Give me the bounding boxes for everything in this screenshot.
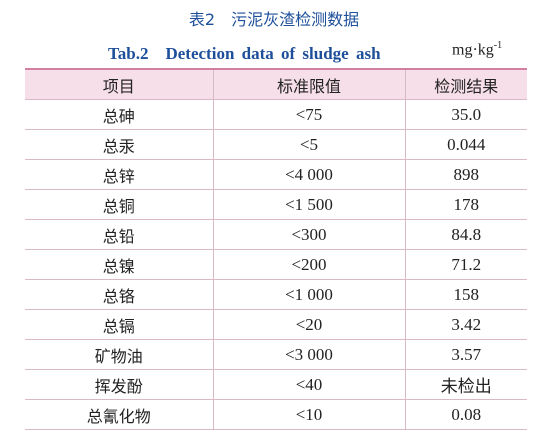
table-body: 总砷 <75 35.0 总汞 <5 0.044 总锌 <4 000 898 总铜 <1 500 178…: [25, 99, 527, 430]
table-cell: <300: [212, 219, 405, 250]
table-cell: 总镉: [25, 309, 213, 340]
table-cell: 总砷: [25, 99, 213, 130]
table-cell: 71.2: [404, 249, 527, 280]
table-row: 挥发酚 <40 未检出: [25, 369, 527, 400]
table-row: 总汞 <5 0.044: [25, 129, 527, 160]
table-cell: 总镍: [25, 249, 213, 280]
table-cell: 总锌: [25, 159, 213, 190]
table-title: 表2 污泥灰渣检测数据: [188, 10, 360, 29]
table-cell: 898: [404, 159, 527, 190]
table-cell: <40: [212, 369, 405, 400]
table-cell: 3.57: [404, 339, 527, 370]
column-header: 检测结果: [404, 69, 527, 100]
table-cell: <4 000: [212, 159, 405, 190]
table-row: 矿物油 <3 000 3.57: [25, 339, 527, 370]
table-cell: 178: [404, 189, 527, 220]
table-cell: <1 000: [212, 279, 405, 310]
table-row: 总氰化物 <10 0.08: [25, 399, 527, 430]
header-row: 项目 标准限值 检测结果: [25, 69, 527, 100]
table-cell: <75: [212, 99, 405, 130]
column-header: 项目: [25, 69, 213, 100]
column-header: 标准限值: [212, 69, 405, 100]
table-cell: <20: [212, 309, 405, 340]
table-row: 总铬 <1 000 158: [25, 279, 527, 310]
table-row: 总镉 <20 3.42: [25, 309, 527, 340]
table-cell: 未检出: [404, 369, 527, 400]
table-cell: 挥发酚: [25, 369, 213, 400]
table-cell: 总汞: [25, 129, 213, 160]
table-cell: <1 500: [212, 189, 405, 220]
table-cell: 总铬: [25, 279, 213, 310]
table-row: 总铅 <300 84.8: [25, 219, 527, 250]
table-subtitle: Tab.2 Detection data of sludge ash: [108, 44, 381, 63]
table-cell: 84.8: [404, 219, 527, 250]
table-cell: 0.08: [404, 399, 527, 430]
table-cell: 158: [404, 279, 527, 310]
table-cell: 3.42: [404, 309, 527, 340]
table-cell: 0.044: [404, 129, 527, 160]
table-cell: <10: [212, 399, 405, 430]
table-cell: 矿物油: [25, 339, 213, 370]
table-row: 总砷 <75 35.0: [25, 99, 527, 130]
table-cell: 35.0: [404, 99, 527, 130]
table-cell: <5: [212, 129, 405, 160]
table-row: 总锌 <4 000 898: [25, 159, 527, 190]
table-cell: <3 000: [212, 339, 405, 370]
table-cell: 总铜: [25, 189, 213, 220]
data-table: 项目 标准限值 检测结果 总砷 <75 35.0 总汞 <5 0.044 总锌 <4 000 898…: [25, 68, 527, 430]
unit: mg·kg-1: [452, 40, 502, 59]
table-row: 总镍 <200 71.2: [25, 249, 527, 280]
table-row: 总铜 <1 500 178: [25, 189, 527, 220]
table-cell: 总氰化物: [25, 399, 213, 430]
table-cell: <200: [212, 249, 405, 280]
unit-exponent: -1: [493, 40, 503, 51]
table-cell: 总铅: [25, 219, 213, 250]
unit-base: mg·kg: [452, 41, 494, 59]
